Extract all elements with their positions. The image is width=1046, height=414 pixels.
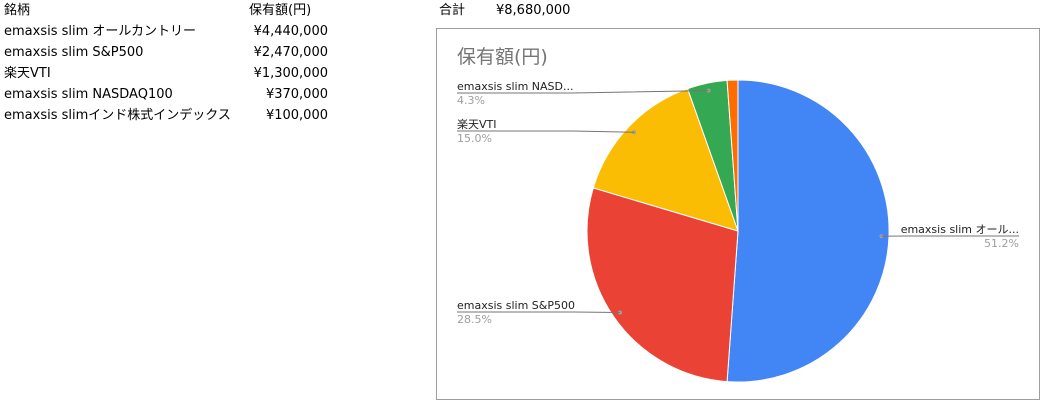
row-1-amount[interactable]: ¥4,440,000 — [253, 24, 328, 39]
pie-chart[interactable]: 保有額(円) emaxsis slim オール... 51.2% emaxsis s… — [436, 28, 1040, 400]
slice-label-percent: 15.0% — [457, 132, 492, 145]
column-header-amount[interactable]: 保有額(円) — [249, 3, 312, 18]
slice-label-percent: 4.3% — [457, 94, 485, 107]
slice-label-percent: 51.2% — [984, 237, 1019, 250]
slice-label-name: emaxsis slim オール... — [901, 223, 1019, 236]
row-3-name[interactable]: 楽天VTI — [4, 66, 51, 81]
row-4-name[interactable]: emaxsis slim NASDAQ100 — [4, 87, 173, 102]
row-3-amount[interactable]: ¥1,300,000 — [253, 66, 328, 81]
slice-label-name: emaxsis slim S&P500 — [457, 299, 575, 312]
chart-title: 保有額(円) — [457, 46, 548, 68]
slice-sp500[interactable] — [586, 187, 739, 383]
total-label[interactable]: 合計 — [439, 3, 466, 18]
row-5-name[interactable]: emaxsis slimインド株式インデックス — [4, 108, 231, 123]
row-1-name[interactable]: emaxsis slim オールカントリー — [4, 24, 197, 39]
slice-all-country[interactable] — [726, 79, 890, 383]
total-value[interactable]: ¥8,680,000 — [496, 3, 571, 18]
slice-label-name: 楽天VTI — [457, 118, 497, 131]
row-2-name[interactable]: emaxsis slim S&P500 — [4, 45, 144, 60]
column-header-name[interactable]: 銘柄 — [4, 3, 31, 18]
slice-rakuten-vti[interactable] — [592, 88, 739, 232]
label-leader-line — [457, 311, 621, 313]
row-2-amount[interactable]: ¥2,470,000 — [253, 45, 328, 60]
pie-chart-canvas: 保有額(円) emaxsis slim オール...51.2% emaxsis s… — [457, 46, 1019, 383]
row-5-amount[interactable]: ¥100,000 — [265, 108, 328, 123]
slice-label-name: emaxsis slim NASD... — [457, 80, 574, 93]
row-4-amount[interactable]: ¥370,000 — [265, 87, 328, 102]
slice-label-percent: 28.5% — [457, 313, 492, 326]
slice-india-index[interactable] — [726, 79, 739, 232]
label-leader-line — [457, 130, 635, 133]
label-leader-line — [457, 90, 709, 94]
